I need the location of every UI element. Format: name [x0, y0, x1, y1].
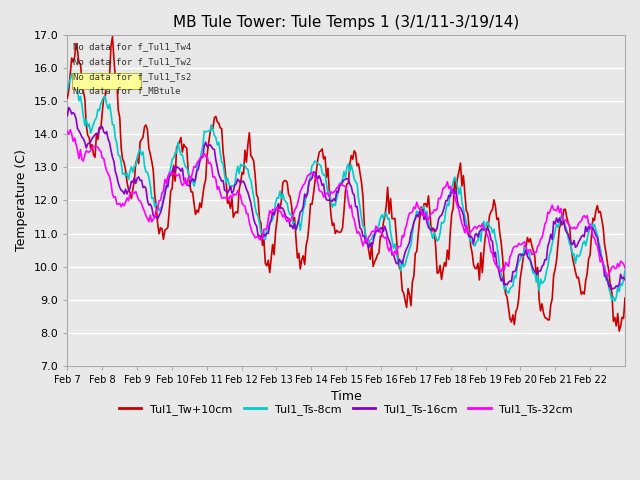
Legend: Tul1_Tw+10cm, Tul1_Ts-8cm, Tul1_Ts-16cm, Tul1_Ts-32cm: Tul1_Tw+10cm, Tul1_Ts-8cm, Tul1_Ts-16cm,…	[115, 400, 577, 420]
Y-axis label: Temperature (C): Temperature (C)	[15, 150, 28, 252]
Text: No data for f_Tul1_Tw2: No data for f_Tul1_Tw2	[73, 57, 191, 66]
FancyBboxPatch shape	[72, 73, 141, 89]
Text: No data for f_MBtule: No data for f_MBtule	[73, 86, 180, 96]
Text: No data for f_Tul1_Tw4: No data for f_Tul1_Tw4	[73, 42, 191, 51]
Title: MB Tule Tower: Tule Temps 1 (3/1/11-3/19/14): MB Tule Tower: Tule Temps 1 (3/1/11-3/19…	[173, 15, 519, 30]
X-axis label: Time: Time	[331, 390, 362, 403]
Text: No data for f_Tul1_Ts2: No data for f_Tul1_Ts2	[73, 72, 191, 81]
